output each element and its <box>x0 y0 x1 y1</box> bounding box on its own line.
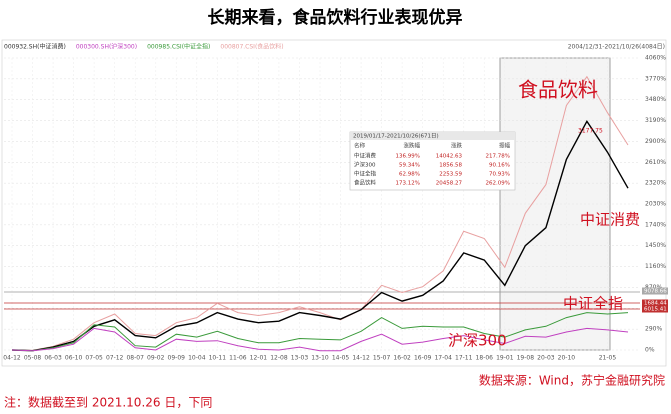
y-tick-label: 1740% <box>645 221 666 228</box>
y-tick-label: 1450% <box>645 242 666 249</box>
annotation: 中证全指 <box>563 295 623 313</box>
x-tick-label: 15-07 <box>373 355 391 362</box>
y-tick-label: 870% <box>645 284 662 291</box>
table-header: 名称 <box>354 142 366 150</box>
x-tick-label: 04-12 <box>3 355 21 362</box>
table-cell: 217.78% <box>486 154 510 160</box>
x-tick-label: 20-03 <box>537 355 555 362</box>
y-tick-label: 3190% <box>645 117 666 124</box>
chart-title: 长期来看，食品饮料行业表现优异 <box>208 7 463 28</box>
table-cell: 59.34% <box>399 163 420 169</box>
annotation: 沪深300 <box>448 332 507 350</box>
table-title: 2019/01/17-2021/10/26(671日) <box>353 133 439 140</box>
x-tick-label: 07-05 <box>85 355 103 362</box>
x-tick-label: 16-02 <box>393 355 411 362</box>
source: 数据来源：Wind，苏宁金融研究院 <box>479 373 665 388</box>
legend-label: 000807.CSI(食品饮料) <box>220 43 283 51</box>
x-tick-label: 17-11 <box>455 355 473 362</box>
axis-tag: 1684.44 <box>644 301 667 307</box>
table-header: 涨跌幅 <box>403 142 420 150</box>
table-cell: 中证消费 <box>354 152 377 160</box>
x-tick-label: 11-06 <box>229 355 247 362</box>
x-tick-label: 21-05 <box>599 355 617 362</box>
annotation: 食品饮料 <box>518 78 598 102</box>
inset-table: 2019/01/17-2021/10/26(671日) 名称 涨跌幅 涨跌 振幅中证消费… <box>349 131 516 191</box>
y-tick-label: 2320% <box>645 180 666 187</box>
x-tick-label: 16-09 <box>414 355 432 362</box>
table-cell: 90.16% <box>489 163 510 169</box>
x-tick-label: 14-12 <box>352 355 370 362</box>
axis-tag-box <box>642 305 668 313</box>
y-tick-label: 0% <box>645 347 655 354</box>
table-title-bar <box>350 132 515 140</box>
range-label: 2004/12/31-2021/10/26(4084日) <box>568 44 665 51</box>
legend-label: 000985.CSI(中证全指) <box>147 43 210 51</box>
y-tick-label: 1160% <box>645 263 666 270</box>
table-cell: 1856.58 <box>439 163 462 169</box>
x-tick-label: 08-07 <box>126 355 144 362</box>
y-tick-label: 290% <box>645 326 662 333</box>
table-cell: 62.98% <box>399 172 420 178</box>
x-tick-label: 06-03 <box>44 355 62 362</box>
x-tick-label: 13-10 <box>311 355 329 362</box>
axis-tag-box <box>642 287 668 295</box>
x-tick-label: 06-10 <box>65 355 83 362</box>
table-frame <box>349 131 516 191</box>
table-cell: 20458.27 <box>436 181 463 187</box>
series-line <box>11 327 629 352</box>
axis-tag: 6015.41 <box>644 307 667 313</box>
table-cell: 173.12% <box>396 181 420 187</box>
table-header: 涨跌 <box>451 142 463 150</box>
table-cell: 食品饮料 <box>354 179 377 187</box>
x-tick-label: 18-06 <box>476 355 494 362</box>
x-tick-label: 07-12 <box>106 355 124 362</box>
y-tick-label: 2030% <box>645 201 666 208</box>
y-tick-label: 3770% <box>645 75 666 82</box>
table-cell: 136.99% <box>396 154 420 160</box>
x-tick-label: 05-08 <box>24 355 42 362</box>
annotation: 3177.75 <box>578 128 603 135</box>
table-cell: 中证全指 <box>354 170 377 178</box>
x-tick-label: 09-09 <box>168 355 186 362</box>
note: 注：数据截至到 2021.10.26 日，下同 <box>4 395 212 410</box>
x-tick-label: 19-08 <box>517 355 535 362</box>
table-cell: 沪深300 <box>354 161 376 169</box>
x-tick-label: 19-01 <box>496 355 514 362</box>
x-tick-label: 10-11 <box>209 355 227 362</box>
x-tick-label: 09-02 <box>147 355 165 362</box>
table-header: 振幅 <box>499 142 511 150</box>
x-tick-label: 17-04 <box>434 355 452 362</box>
table-cell: 14042.63 <box>436 154 463 160</box>
table-cell: 70.93% <box>489 172 510 178</box>
table-cell: 2253.59 <box>439 172 462 178</box>
series-line <box>11 75 629 351</box>
axis-tag: 9078.66 <box>644 289 667 295</box>
axis-tag-box <box>642 299 668 307</box>
y-tick-label: 2900% <box>645 138 666 145</box>
highlight-box <box>499 57 611 351</box>
x-tick-label: 13-03 <box>291 355 309 362</box>
table-cell: 262.09% <box>486 181 510 187</box>
y-tick-label: 4060% <box>645 55 666 62</box>
y-tick-label: 3480% <box>645 96 666 103</box>
x-tick-label: 20-10 <box>558 355 576 362</box>
series-line <box>11 119 629 352</box>
annotation: 中证消费 <box>580 211 640 229</box>
x-tick-label: 10-04 <box>188 355 206 362</box>
series-line <box>11 312 629 352</box>
legend-label: 000300.SH(沪深300) <box>76 43 137 51</box>
x-tick-label: 14-05 <box>332 355 350 362</box>
x-tick-label: 12-01 <box>250 355 268 362</box>
y-tick-label: 2610% <box>645 159 666 166</box>
legend-label: 000932.SH(中证消费) <box>4 43 66 51</box>
x-tick-label: 12-08 <box>270 355 288 362</box>
